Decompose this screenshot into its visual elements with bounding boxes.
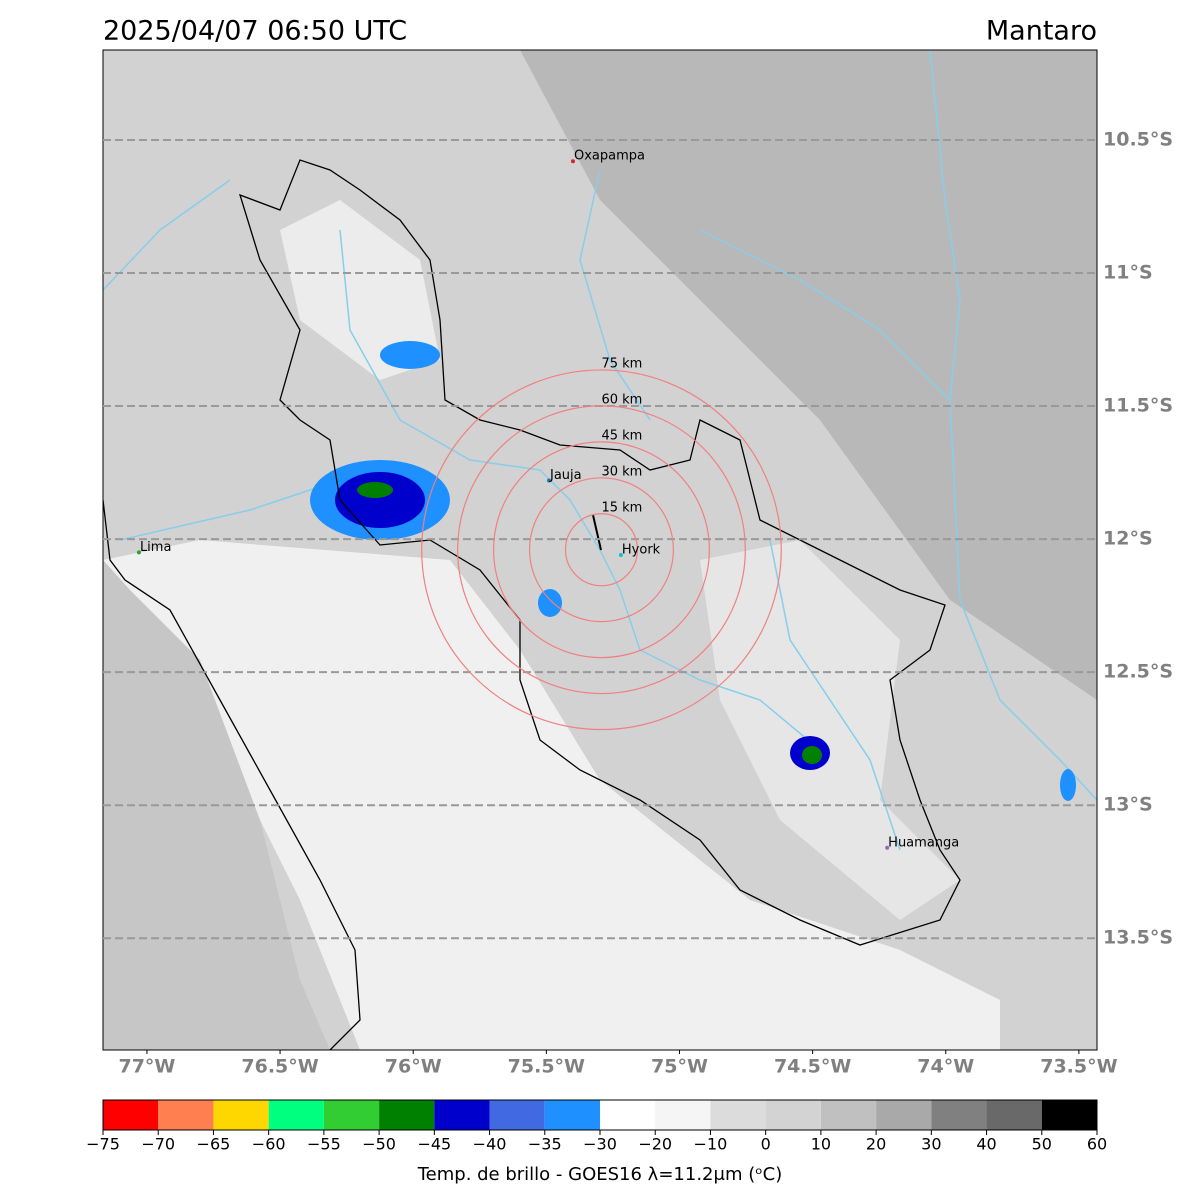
colorbar-tick-label: 50 [1032,1135,1052,1154]
range-ring-label: 15 km [601,500,642,515]
range-ring [457,405,746,695]
dark-area [520,50,1097,700]
colorbar-segment [986,1100,1042,1130]
place-label: Huamanga [888,835,959,850]
lat-tick-label: 11°S [1103,261,1153,283]
bright-area [103,540,1000,1050]
range-ring-label: 60 km [601,392,642,407]
colorbar-segment [268,1100,324,1130]
place-label: Lima [140,540,171,555]
colorbar-segment [820,1100,877,1130]
rivers [103,50,1097,851]
range-ring [564,513,639,587]
colorbar-tick-label: −55 [307,1135,341,1154]
colorbar-segment [489,1100,545,1130]
coastline [103,499,361,1050]
range-ring [528,477,674,623]
colorbar-tick-label: −60 [252,1135,286,1154]
bright-area [280,200,440,380]
colorbar-segment [213,1100,269,1130]
lon-tick-label: 76.5°W [241,1056,318,1078]
lat-tick-label: 13.5°S [1103,927,1173,949]
place-marker [547,478,552,483]
colorbar-segment [931,1100,987,1130]
lon-tick-label: 75°W [651,1056,708,1078]
lon-tick-label: 77°W [118,1056,175,1078]
imagery [103,50,1097,1050]
colorbar-segment [655,1100,711,1130]
title: 2025/04/07 06:50 UTC [103,16,407,47]
colorbar-tick-label: −70 [141,1135,175,1154]
lat-tick-label: 12°S [1103,528,1153,550]
place-marker [136,550,141,555]
colorbar-tick-label: −45 [417,1135,451,1154]
lon-tick-label: 73.5°W [1040,1056,1117,1078]
range-ring-label: 30 km [601,464,642,479]
colorbar-segment [765,1100,821,1130]
range-ring [492,441,710,659]
basin-outline [238,159,961,946]
colorbar-segment [710,1100,766,1130]
colorbar-tick-label: −75 [86,1135,120,1154]
lat-tick-label: 13°S [1103,794,1153,816]
colorbar-tick-label: −65 [197,1135,231,1154]
place-label: Jauja [549,468,582,483]
range-ring [421,369,782,731]
colorbar-label: Temp. de brillo - GOES16 λ=11.2μm (ᵒC) [417,1164,783,1185]
colorbar-segment [323,1100,380,1130]
colorbar-tick-label: 0 [761,1135,771,1154]
colorbar-tick-label: −40 [473,1135,507,1154]
place-label: Oxapampa [574,149,645,164]
colorbar-tick-label: −35 [528,1135,562,1154]
lat-tick-label: 10.5°S [1103,128,1173,150]
region: Mantaro [986,16,1097,47]
place-marker [618,553,623,558]
colorbar-segment [158,1100,214,1130]
colorbar-segment [434,1100,490,1130]
lon-tick-label: 74°W [917,1056,974,1078]
range-ring-label: 75 km [601,356,642,371]
lon-tick-label: 76°W [385,1056,442,1078]
colorbar-tick-label: 40 [976,1135,996,1154]
colorbar-tick-label: −30 [583,1135,617,1154]
colorbar-segment [103,1100,159,1130]
range-ring-label: 45 km [601,428,642,443]
cold-cloud [310,341,1076,801]
place-label: Hyork [622,543,661,558]
bright-area [700,540,960,920]
colorbar-tick-label: 30 [921,1135,941,1154]
place-marker [885,845,890,850]
colorbar-segment [1041,1100,1097,1130]
map-frame [102,49,1098,1051]
colorbar-segment [600,1100,656,1130]
colorbar-segment [544,1100,600,1130]
colorbar-tick-label: 60 [1087,1135,1107,1154]
colorbar-tick-label: −50 [362,1135,396,1154]
lon-tick-label: 74.5°W [774,1056,851,1078]
lat-tick-label: 11.5°S [1103,395,1173,417]
colorbar-tick-label: −10 [694,1135,728,1154]
colorbar-segment [876,1100,932,1130]
lat-tick-label: 12.5°S [1103,661,1173,683]
place-marker [570,159,575,164]
wind-barb [592,514,602,551]
colorbar-tick-label: −20 [638,1135,672,1154]
lon-tick-label: 75.5°W [508,1056,585,1078]
colorbar-tick-label: 20 [866,1135,886,1154]
colorbar-tick-label: 10 [811,1135,831,1154]
colorbar-segment [379,1100,435,1130]
